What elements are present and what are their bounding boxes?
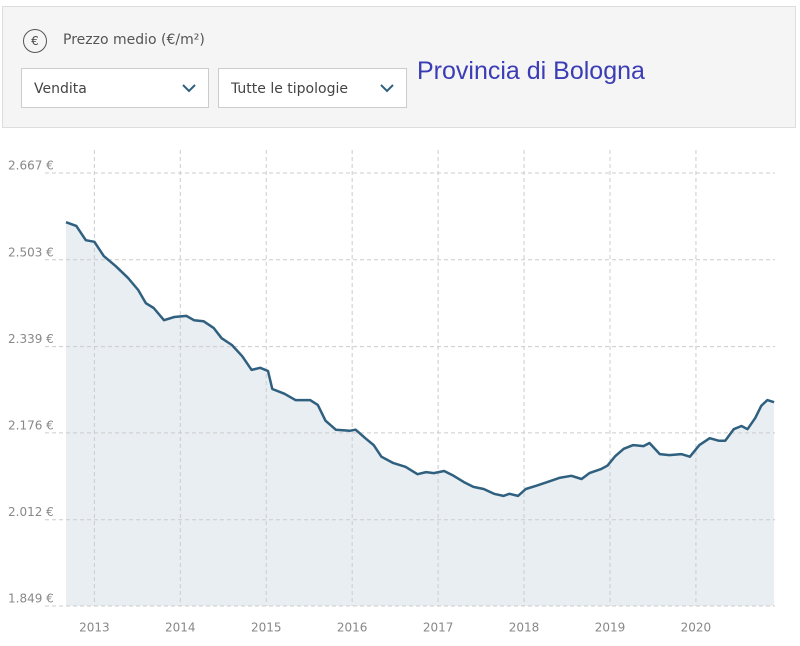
y-tick-label: 2.667 € [8, 159, 54, 173]
euro-icon: € [23, 29, 47, 53]
x-tick-label: 2018 [509, 621, 540, 635]
y-tick-label: 2.012 € [8, 505, 54, 519]
x-tick-label: 2014 [165, 621, 196, 635]
region-title: Provincia di Bologna [417, 57, 645, 85]
dropdown[interactable]: Vendita [21, 68, 209, 108]
dropdown-label: Vendita [34, 81, 87, 97]
y-tick-label: 2.503 € [8, 245, 54, 259]
x-tick-label: 2015 [251, 621, 282, 635]
x-tick-label: 2020 [681, 621, 712, 635]
chevron [380, 84, 394, 93]
x-tick-label: 2019 [595, 621, 626, 635]
filter-panel: € Prezzo medio (€/m²) Vendita Tutte le t… [2, 6, 796, 128]
y-tick-label: 2.339 € [8, 332, 54, 346]
metric-title: Prezzo medio (€/m²) [63, 32, 205, 48]
x-tick-label: 2017 [423, 621, 454, 635]
dropdown-label: Tutte le tipologie [231, 81, 348, 97]
y-tick-label: 1.849 € [8, 592, 54, 606]
area-fill [66, 222, 775, 606]
line [65, 221, 775, 498]
x-tick-label: 2013 [79, 621, 110, 635]
dropdown[interactable]: Tutte le tipologie [218, 68, 407, 108]
x-tick-label: 2016 [337, 621, 368, 635]
chevron [182, 84, 196, 93]
y-tick-label: 2.176 € [8, 418, 54, 432]
chart: 1.849 € 2.012 € 2.176 € 2.339 € 2.503 € 2.667… [8, 150, 775, 635]
